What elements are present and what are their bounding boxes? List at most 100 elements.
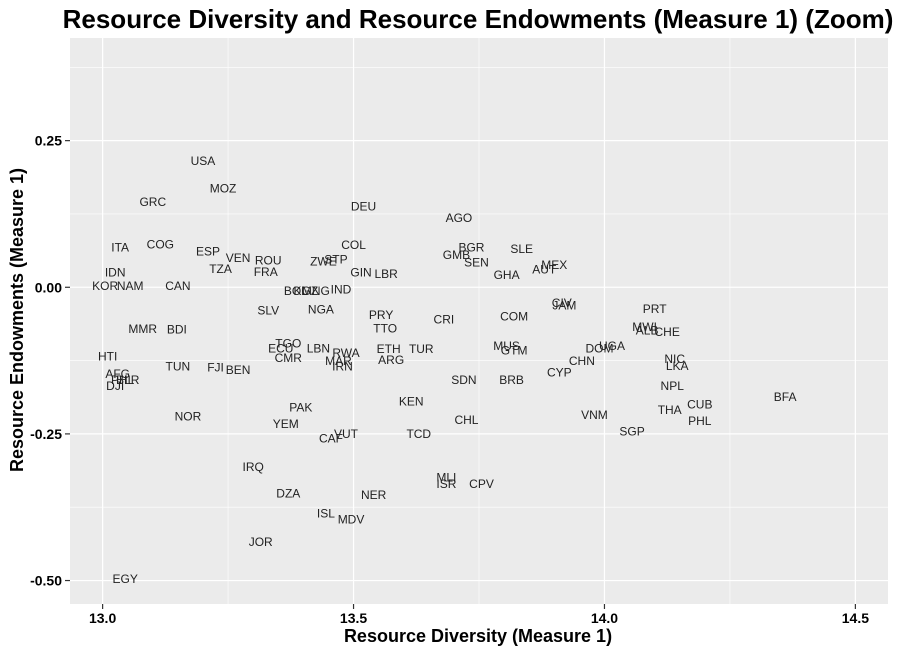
point-label-cog: COG — [147, 237, 174, 251]
point-label-deu: DEU — [351, 199, 376, 213]
point-label-egy: EGY — [113, 572, 138, 586]
point-label-isr: ISR — [436, 477, 456, 491]
point-label-nam: NAM — [117, 279, 144, 293]
point-label-mli: MLI — [436, 470, 456, 484]
point-label-dji: DJI — [106, 379, 124, 393]
point-label-tcd: TCD — [406, 427, 431, 441]
y-tick-label: 0.00 — [35, 279, 62, 295]
point-label-ago: AGO — [446, 211, 473, 225]
point-label-mdv: MDV — [338, 513, 365, 527]
major-gridlines — [70, 38, 888, 604]
point-label-mng: MNG — [302, 284, 330, 298]
point-label-nga: NGA — [308, 303, 334, 317]
point-label-dza: DZA — [276, 487, 300, 501]
point-label-civ: CIV — [552, 296, 572, 310]
point-label-tha: THA — [658, 403, 682, 417]
point-label-gha: GHA — [494, 268, 520, 282]
point-label-esp: ESP — [196, 244, 220, 258]
point-label-cpv: CPV — [469, 477, 494, 491]
y-tick-label: 0.25 — [35, 133, 62, 149]
point-label-tza: TZA — [209, 262, 232, 276]
point-label-bol: BOL — [284, 284, 308, 298]
point-label-idn: IDN — [105, 266, 126, 280]
point-label-tun: TUN — [166, 359, 191, 373]
point-label-ken: KEN — [399, 395, 424, 409]
point-label-kor: KOR — [92, 279, 118, 293]
x-tick-label: 14.5 — [842, 610, 869, 626]
x-axis: 13.0 13.5 14.0 14.5 — [89, 604, 869, 626]
point-label-ben: BEN — [226, 363, 251, 377]
point-label-moz: MOZ — [210, 182, 237, 196]
point-label-blr: BLR — [116, 373, 140, 387]
y-tick-label: -0.50 — [30, 573, 62, 589]
x-axis-title: Resource Diversity (Measure 1) — [344, 626, 612, 646]
x-tick-label: 13.0 — [89, 610, 116, 626]
point-label-afg: AFG — [105, 367, 130, 381]
point-label-bfa: BFA — [774, 390, 797, 404]
point-label-alb: ALB — [636, 324, 659, 338]
point-label-irq: IRQ — [242, 460, 263, 474]
point-label-lbr: LBR — [374, 267, 398, 281]
point-label-yem: YEM — [273, 417, 299, 431]
point-label-stp: STP — [324, 253, 347, 267]
point-label-kgz: KGZ — [294, 284, 319, 298]
x-tick-label: 14.0 — [591, 610, 618, 626]
y-axis: 0.25 0.00 -0.25 -0.50 — [30, 133, 70, 589]
point-label-aut: AUT — [532, 263, 557, 277]
point-label-isl: ISL — [317, 507, 335, 521]
point-label-rwa: RWA — [332, 346, 359, 360]
point-label-prt: PRT — [643, 302, 667, 316]
point-label-fji: FJI — [207, 361, 224, 375]
point-label-mus: MUS — [493, 339, 520, 353]
point-label-sdn: SDN — [451, 373, 476, 387]
point-label-zwe: ZWE — [310, 254, 337, 268]
point-label-ven: VEN — [226, 251, 251, 265]
point-label-vut: VUT — [334, 427, 359, 441]
point-label-jam: JAM — [552, 298, 576, 312]
point-label-col: COL — [341, 238, 366, 252]
point-label-cub: CUB — [687, 398, 712, 412]
point-label-ner: NER — [361, 488, 387, 502]
point-label-bdi: BDI — [167, 323, 187, 337]
y-axis-title: Resource Endowments (Measure 1) — [7, 168, 27, 472]
x-tick-label: 13.5 — [340, 610, 367, 626]
point-label-sle: SLE — [510, 242, 533, 256]
point-label-gmb: GMB — [443, 248, 470, 262]
point-label-lbn: LBN — [307, 341, 330, 355]
point-label-ita: ITA — [111, 240, 129, 254]
point-label-vnm: VNM — [581, 408, 608, 422]
point-label-sen: SEN — [464, 256, 489, 270]
point-label-brb: BRB — [499, 373, 524, 387]
point-labels: USA MOZ GRC DEU AGO ITA COG ESP COL BGR SLE GMB VEN R… — [92, 154, 796, 586]
point-label-tgo: TGO — [275, 337, 301, 351]
point-label-lka: LKA — [666, 359, 689, 373]
point-label-arg: ARG — [378, 353, 404, 367]
minor-gridlines — [70, 38, 888, 604]
point-label-pak: PAK — [289, 401, 312, 415]
point-label-mex: MEX — [541, 258, 567, 272]
point-label-mar: MAR — [325, 354, 352, 368]
point-label-usa: USA — [191, 154, 216, 168]
point-label-grc: GRC — [139, 195, 166, 209]
y-tick-label: -0.25 — [30, 426, 62, 442]
point-label-uga: UGA — [599, 339, 625, 353]
point-label-fra: FRA — [254, 265, 278, 279]
point-label-ecu: ECU — [268, 341, 293, 355]
point-label-phl: PHL — [688, 414, 712, 428]
point-label-jor: JOR — [249, 535, 273, 549]
point-label-npl: NPL — [661, 379, 685, 393]
point-label-bgr: BGR — [458, 240, 484, 254]
point-label-cmr: CMR — [275, 351, 303, 365]
point-label-mwi: MWI — [632, 320, 657, 334]
point-label-eth: ETH — [377, 342, 401, 356]
point-label-nic: NIC — [664, 352, 685, 366]
point-label-rou: ROU — [255, 253, 282, 267]
point-label-irn: IRN — [332, 359, 353, 373]
point-label-hti: HTI — [98, 349, 117, 363]
point-label-sgp: SGP — [619, 425, 644, 439]
point-label-tto: TTO — [373, 321, 397, 335]
point-label-chl: CHL — [454, 413, 478, 427]
point-label-ind: IND — [331, 283, 352, 297]
point-label-nor: NOR — [175, 409, 202, 423]
